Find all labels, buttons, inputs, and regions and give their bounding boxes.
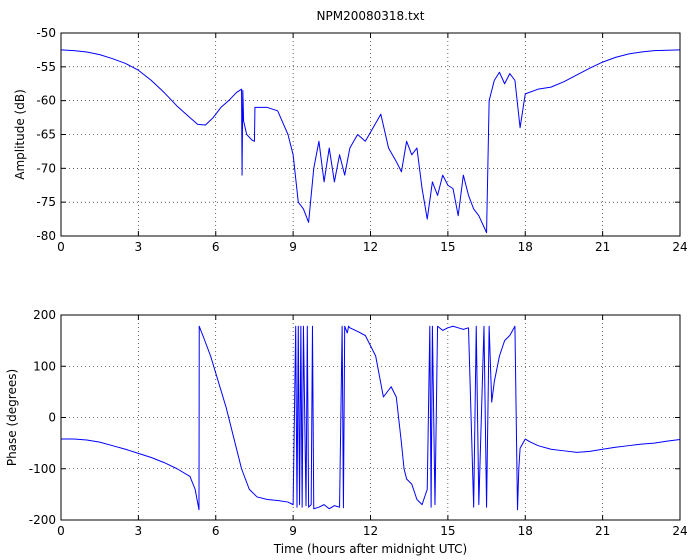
amplitude-ytick-label: -75	[36, 195, 56, 209]
amplitude-ytick-label: -65	[36, 128, 56, 142]
phase-xtick-label: 0	[57, 524, 65, 538]
amplitude-xtick-label: 15	[440, 240, 455, 254]
amplitude-xtick-label: 24	[672, 240, 687, 254]
phase-series-line	[61, 325, 681, 511]
phase-xtick-label: 21	[595, 524, 610, 538]
amplitude-ticks: 0 3 6 9 12 15 18 21 24 -80 -75 -70 -65 -60 -55 -50	[36, 26, 687, 254]
amplitude-panel: 0 3 6 9 12 15 18 21 24 -80 -75 -70 -65 -60 -55 -50 NPM2…	[13, 9, 688, 254]
phase-ytick-label: -100	[29, 462, 56, 476]
phase-xtick-label: 3	[135, 524, 143, 538]
amplitude-xtick-label: 12	[363, 240, 378, 254]
amplitude-series-group	[60, 49, 681, 234]
amplitude-xtick-label: 3	[135, 240, 143, 254]
amplitude-ytick-label: -55	[36, 60, 56, 74]
phase-series-group	[61, 325, 681, 511]
amplitude-xtick-label: 21	[595, 240, 610, 254]
phase-xtick-label: 9	[289, 524, 297, 538]
phase-ylabel: Phase (degrees)	[5, 369, 19, 466]
phase-panel: 0 3 6 9 12 15 18 21 24 -200 -100 0 100 200 Phase (deg…	[5, 308, 688, 556]
amplitude-xtick-label: 18	[518, 240, 533, 254]
phase-xtick-label: 24	[672, 524, 687, 538]
phase-xtick-label: 15	[440, 524, 455, 538]
phase-xtick-label: 6	[212, 524, 220, 538]
amplitude-xtick-label: 0	[57, 240, 65, 254]
shared-xlabel: Time (hours after midnight UTC)	[273, 542, 467, 556]
phase-ytick-label: -200	[29, 513, 56, 527]
phase-ytick-label: 0	[48, 411, 56, 425]
chart-title: NPM20080318.txt	[317, 9, 425, 23]
amplitude-axes-background	[61, 33, 680, 236]
amplitude-series-line	[60, 49, 681, 234]
amplitude-ytick-label: -50	[36, 26, 56, 40]
amplitude-xtick-label: 6	[212, 240, 220, 254]
phase-ytick-label: 200	[33, 308, 56, 322]
phase-ytick-label: 100	[33, 359, 56, 373]
phase-ticks: 0 3 6 9 12 15 18 21 24 -200 -100 0 100 200	[29, 308, 688, 538]
amplitude-ytick-label: -80	[36, 229, 56, 243]
phase-xtick-label: 18	[518, 524, 533, 538]
phase-xtick-label: 12	[363, 524, 378, 538]
amplitude-ylabel: Amplitude (dB)	[13, 89, 27, 180]
amplitude-ytick-label: -60	[36, 94, 56, 108]
amplitude-xtick-label: 9	[289, 240, 297, 254]
phase-axes-background	[61, 315, 680, 520]
amplitude-ytick-label: -70	[36, 161, 56, 175]
